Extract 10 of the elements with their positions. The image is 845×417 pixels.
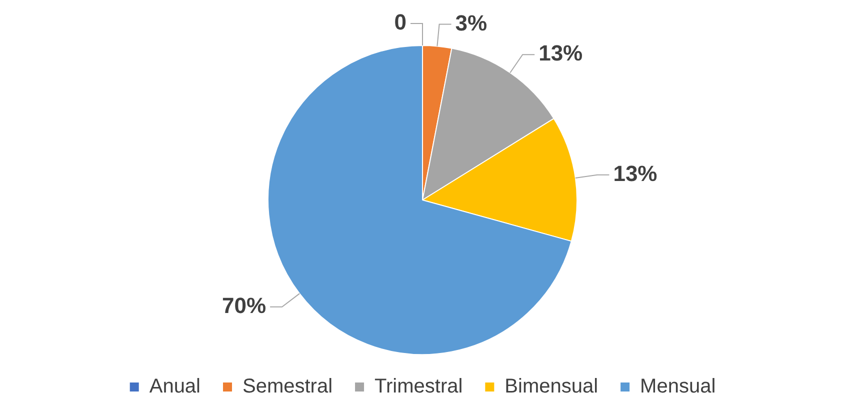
data-label: 70% — [222, 292, 266, 318]
data-label: 3% — [455, 10, 488, 36]
data-label: 13% — [538, 40, 583, 66]
data-label: 13% — [613, 160, 658, 186]
legend-label: Bimensual — [504, 376, 598, 398]
legend-label: Semestral — [242, 376, 333, 398]
text: 0 — [394, 10, 406, 35]
legend-label: Trimestral — [374, 376, 463, 398]
legend-label: Anual — [149, 376, 201, 398]
legend-label: Mensual — [640, 376, 716, 398]
